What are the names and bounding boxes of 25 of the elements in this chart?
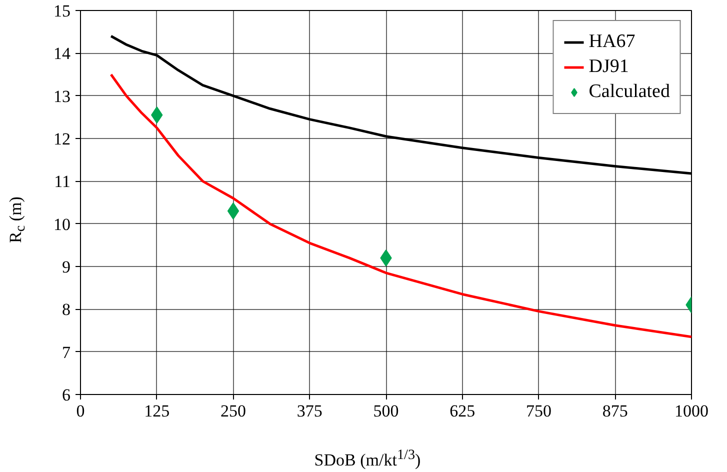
y-tick-label: 14	[54, 44, 71, 64]
x-tick-label: 0	[76, 402, 85, 420]
x-tick-label: 750	[526, 402, 552, 420]
x-tick-label: 125	[144, 402, 170, 420]
legend-label: HA67	[588, 31, 636, 53]
y-tick-label: 6	[62, 386, 70, 404]
x-tick-label: 500	[373, 402, 399, 420]
y-tick-label: 9	[62, 258, 70, 276]
point	[227, 202, 240, 220]
legend-label: Calculated	[588, 81, 670, 103]
y-tick-label: 10	[54, 214, 70, 234]
x-tick-label: 375	[296, 402, 322, 420]
x-tick-label: 1000	[674, 402, 708, 420]
y-tick-label: 7	[62, 342, 71, 362]
x-tick-label: 625	[450, 402, 476, 420]
line-series	[110, 73, 692, 338]
y-tick-label: 11	[54, 172, 71, 192]
y-tick-label: 12	[54, 130, 70, 148]
legend-label: DJ91	[588, 56, 629, 78]
y-tick-label: 13	[54, 86, 70, 106]
y-tick-label: 15	[54, 2, 70, 20]
x-tick-label: 250	[220, 402, 246, 420]
x-axis-title: SDoB (m/kt$^{1/3}$)	[314, 446, 421, 472]
y-tick-label: 8	[62, 300, 70, 320]
x-tick-label: 875	[602, 402, 628, 420]
